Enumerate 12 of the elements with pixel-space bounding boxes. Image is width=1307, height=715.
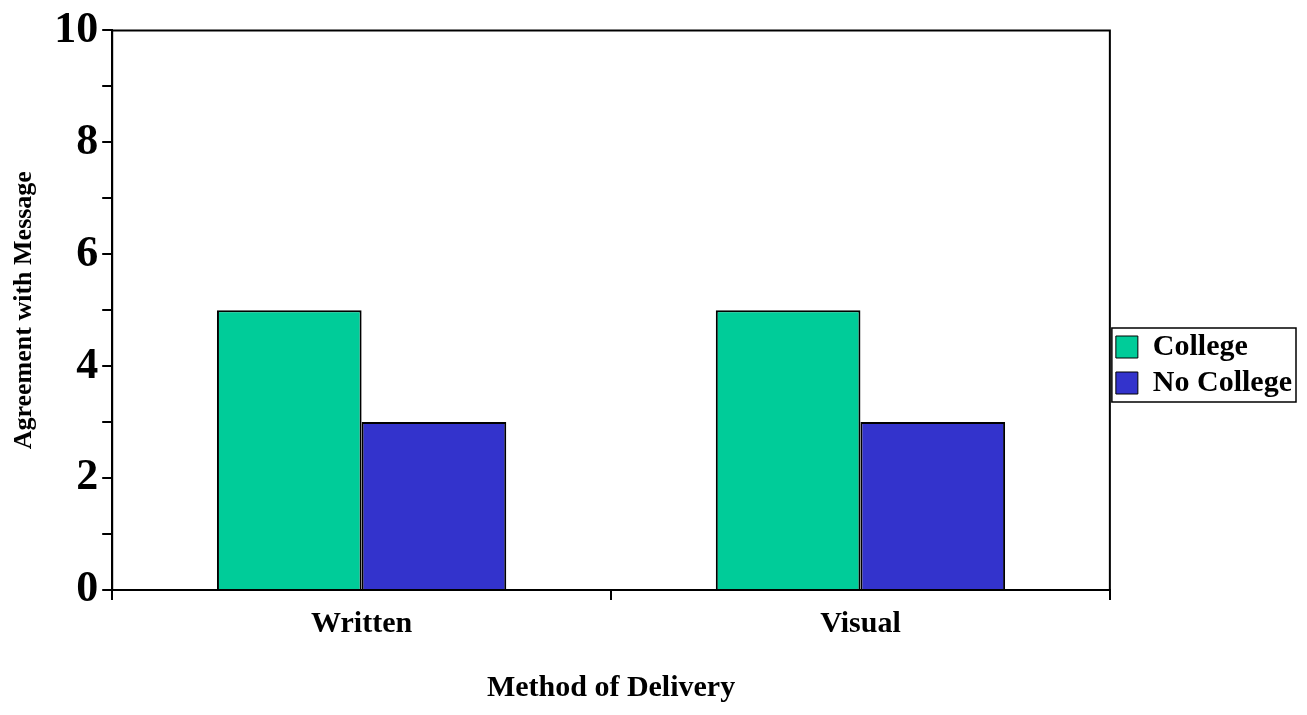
y-tick-label: 0 — [76, 562, 99, 612]
y-axis-title: Agreement with Message — [8, 171, 38, 450]
legend-label: No College — [1152, 363, 1293, 397]
y-tick-label: 6 — [76, 226, 99, 276]
x-axis-title: Method of Delivery — [486, 668, 736, 702]
y-tick-label: 10 — [54, 2, 99, 52]
x-tick-label: Written — [311, 604, 413, 638]
y-tick-label: 8 — [76, 114, 99, 164]
y-tick-label: 4 — [76, 338, 99, 388]
y-tick-label: 2 — [76, 450, 99, 500]
x-tick-label: Visual — [820, 604, 901, 638]
legend-label: College — [1152, 327, 1248, 361]
